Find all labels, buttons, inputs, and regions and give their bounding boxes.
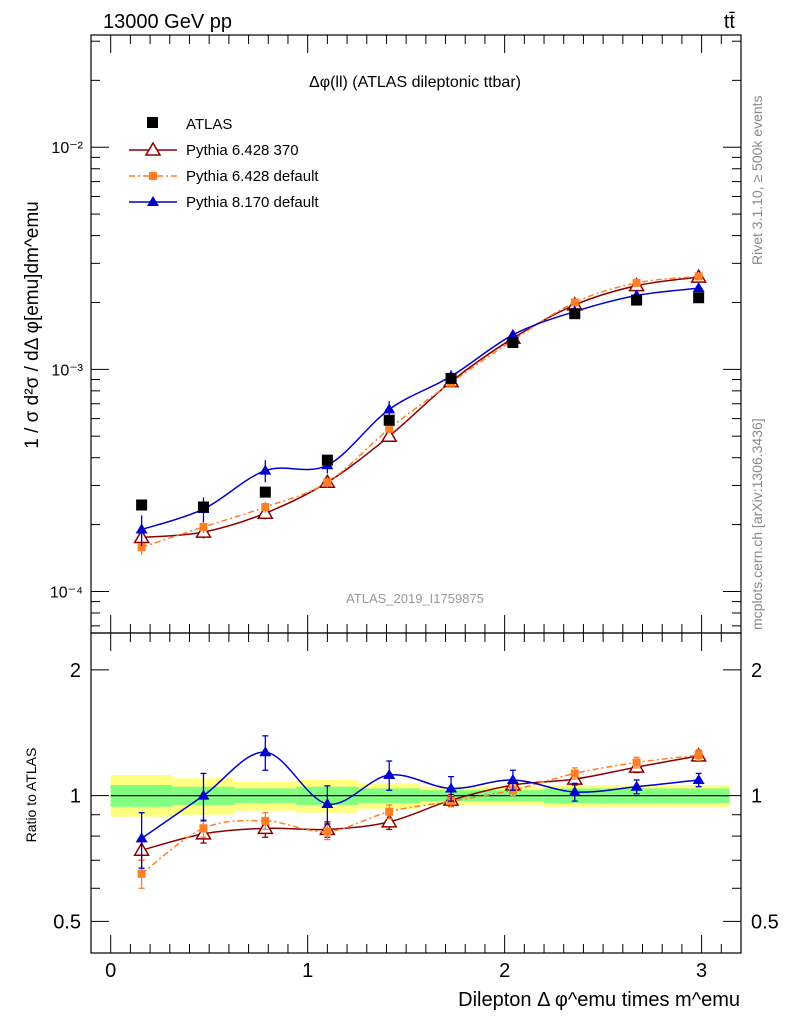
- main-point-atlas: [507, 337, 519, 349]
- main-point-atlas: [136, 499, 148, 511]
- main-point-pythia6-default: [199, 523, 208, 532]
- main-point-pythia6-default: [632, 278, 641, 287]
- ratio-y-tick-label-left: 2: [70, 660, 81, 682]
- x-tick-label: 3: [696, 960, 707, 982]
- ratio-point-pythia8-default: [383, 769, 396, 780]
- main-point-pythia6-default: [385, 424, 394, 433]
- main-point-pythia6-default: [323, 478, 332, 487]
- ratio-point-pythia8-default: [568, 786, 581, 797]
- ratio-series: [133, 735, 707, 889]
- mcplots-label: mcplots.cern.ch [arXiv:1306.3436]: [749, 418, 765, 630]
- main-point-pythia8-default: [506, 328, 519, 339]
- ratio-point-pythia6-default: [199, 824, 208, 833]
- ratio-panel-frame: [90, 632, 742, 954]
- ratio-point-pythia8-default: [445, 782, 458, 793]
- ratio-y-tick-label-right: 2: [751, 660, 762, 682]
- main-point-atlas: [631, 294, 643, 306]
- legend-label-pythia6-default: Pythia 6.428 default: [186, 168, 319, 185]
- ratio-point-pythia8-default: [135, 832, 148, 843]
- plot-title: Δφ(ll) (ATLAS dileptonic ttbar): [309, 74, 521, 91]
- main-point-pythia6-370: [380, 427, 398, 442]
- ratio-point-pythia8-default: [197, 789, 210, 800]
- energy-label: 13000 GeV pp: [103, 11, 232, 33]
- main-line-pythia6-default: [141, 275, 699, 549]
- main-point-atlas: [259, 486, 271, 498]
- legend-marker-pythia6-370: [144, 141, 162, 156]
- ratio-y-tick-label-left: 0.5: [53, 911, 81, 933]
- main-point-pythia8-default: [692, 282, 705, 293]
- main-point-pythia6-default: [570, 298, 579, 307]
- main-line-pythia8-default: [141, 287, 699, 531]
- y-axis-label: 1 / σ d²σ / dΔ φ[emu]dm^emu: [22, 201, 43, 448]
- main-point-pythia6-default: [261, 502, 270, 511]
- ratio-point-pythia6-default: [137, 869, 146, 878]
- x-tick-label: 1: [302, 960, 313, 982]
- ratio-line-pythia8-default: [141, 751, 699, 839]
- main-y-tick-label: 10⁻⁴: [50, 584, 83, 601]
- x-axis-label: Dilepton Δ φ^emu times m^emu: [458, 989, 740, 1011]
- ratio-point-pythia6-default: [385, 807, 394, 816]
- main-point-atlas: [693, 292, 705, 304]
- axis-ticks: 10⁻⁴ 10⁻³ 10⁻² 0 1 2 3 0.5 0.5 1 1 2 2: [50, 35, 779, 982]
- ratio-point-pythia6-default: [261, 816, 270, 825]
- main-point-atlas: [321, 454, 333, 466]
- ratio-point-pythia8-default: [259, 746, 272, 757]
- ratio-y-tick-label-right: 1: [751, 786, 762, 808]
- ratio-point-pythia8-default: [506, 773, 519, 784]
- main-point-atlas: [569, 308, 581, 320]
- ratio-point-pythia6-default: [694, 751, 703, 760]
- legend-label-pythia6-370: Pythia 6.428 370: [186, 142, 299, 159]
- legend-label-pythia8-default: Pythia 8.170 default: [186, 194, 319, 211]
- ratio-point-pythia6-370: [380, 813, 398, 828]
- main-point-atlas: [383, 414, 395, 426]
- main-point-pythia6-default: [137, 543, 146, 552]
- main-point-atlas: [445, 372, 457, 384]
- main-y-tick-label: 10⁻²: [51, 140, 83, 157]
- ratio-y-tick-label-left: 1: [70, 786, 81, 808]
- x-tick-label: 2: [499, 960, 510, 982]
- main-series: [133, 268, 707, 555]
- main-line-pythia6-370: [141, 276, 699, 539]
- legend: ATLAS Pythia 6.428 370 Pythia 6.428 defa…: [129, 116, 319, 211]
- main-point-pythia8-default: [383, 403, 396, 414]
- main-point-pythia8-default: [135, 523, 148, 534]
- ratio-line-pythia6-370: [141, 755, 699, 851]
- legend-marker-pythia6-default: [149, 172, 157, 180]
- legend-marker-pythia8-default: [147, 196, 159, 206]
- main-y-tick-label: 10⁻³: [51, 362, 83, 379]
- rivet-label: Rivet 3.1.10, ≥ 500k events: [749, 95, 765, 265]
- ratio-point-pythia8-default: [321, 797, 334, 808]
- analysis-label: ATLAS_2019_I1759875: [346, 591, 484, 606]
- ratio-point-pythia6-default: [570, 769, 579, 778]
- ratio-point-pythia8-default: [692, 773, 705, 784]
- process-label: tt̄: [724, 11, 736, 33]
- main-point-atlas: [197, 501, 209, 513]
- main-point-pythia6-default: [694, 272, 703, 281]
- ratio-point-pythia6-default: [632, 758, 641, 767]
- ratio-y-axis-label: Ratio to ATLAS: [23, 748, 39, 843]
- main-point-pythia8-default: [259, 464, 272, 475]
- ratio-point-pythia6-default: [323, 827, 332, 836]
- legend-marker-atlas: [147, 117, 158, 128]
- x-tick-label: 0: [105, 960, 116, 982]
- ratio-y-tick-label-right: 0.5: [751, 911, 779, 933]
- ratio-point-pythia8-default: [630, 780, 643, 791]
- legend-label-atlas: ATLAS: [186, 116, 232, 133]
